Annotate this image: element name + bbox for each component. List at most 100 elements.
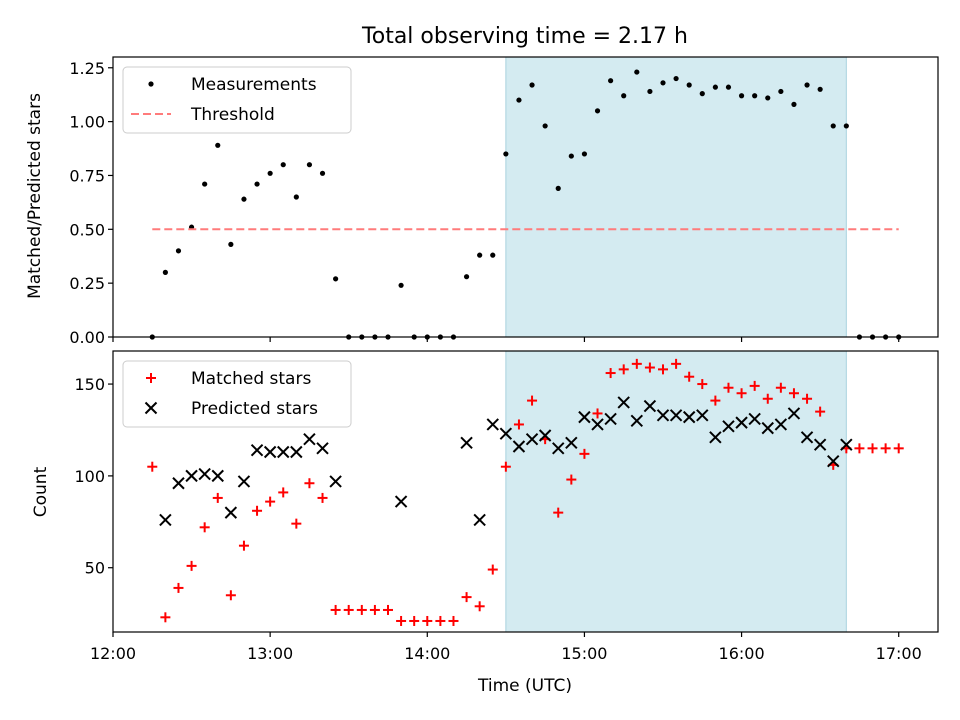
x-tick-label: 17:00 [876, 644, 922, 663]
predicted-stars-point [538, 429, 552, 442]
measurements-point [254, 181, 260, 187]
matched-stars-point [487, 564, 498, 575]
measurements-point [594, 108, 601, 114]
matched-stars-point [304, 478, 315, 489]
matched-stars-point [880, 443, 891, 454]
predicted-stars-point [774, 418, 788, 431]
matched-stars-point [448, 615, 459, 626]
matched-stars-point [592, 408, 603, 419]
top-legend: Measurements Threshold [122, 66, 352, 134]
predicted-stars-point [604, 412, 617, 426]
matched-stars-point [736, 388, 747, 399]
matched-stars-point [775, 382, 786, 393]
measurements-point [241, 196, 247, 202]
predicted-stars-point [172, 477, 185, 490]
measurements-point [333, 276, 339, 282]
predicted-stars-point [682, 410, 696, 424]
measurements-point [555, 185, 561, 191]
matched-stars-point [815, 406, 826, 417]
measurements-point [490, 252, 496, 258]
predicted-stars-point [460, 436, 473, 450]
y-tick-label: 1.00 [69, 113, 105, 132]
predicted-stars-point [630, 414, 644, 427]
legend-label: Measurements [191, 75, 317, 95]
predicted-stars-point [565, 436, 578, 450]
x-tick-label: 13:00 [247, 644, 293, 663]
x-tick-label: 16:00 [719, 644, 765, 663]
measurements-point [791, 101, 797, 107]
predicted-stars-point [578, 410, 591, 424]
matched-stars-point [723, 382, 734, 393]
matched-stars-point [658, 364, 668, 375]
measurements-point [398, 282, 404, 288]
matched-stars-point [461, 592, 472, 603]
matched-stars-point [500, 461, 511, 472]
predicted-stars-point [552, 442, 565, 455]
matched-stars-point [893, 443, 904, 454]
legend-marker [144, 401, 158, 415]
matched-stars-point [199, 522, 210, 533]
matched-stars-point [631, 358, 642, 369]
chart-title: Total observing time = 2.17 h [361, 24, 688, 49]
measurements-point [647, 88, 653, 95]
matched-stars-point [854, 443, 865, 454]
measurements-point [699, 91, 705, 97]
predicted-stars-point [394, 495, 408, 508]
measurements-point [529, 82, 535, 88]
measurements-point [202, 181, 208, 187]
measurements-point [660, 80, 666, 86]
predicted-stars-point [224, 506, 238, 519]
measurements-point [267, 170, 273, 176]
predicted-stars-point [735, 416, 748, 429]
matched-stars-point [802, 393, 813, 404]
measurements-point [215, 142, 221, 148]
matched-stars-point [278, 487, 289, 498]
measurements-point [175, 248, 182, 254]
matched-stars-point [212, 492, 223, 503]
measurements-point [765, 95, 771, 101]
measurements-point [608, 78, 614, 84]
measurements-point [477, 252, 483, 258]
predicted-stars-point [748, 412, 761, 426]
matched-stars-point [566, 474, 577, 485]
measurements-point [581, 151, 588, 157]
predicted-stars-point [669, 409, 683, 422]
bottom-legend: Matched stars Predicted stars [122, 360, 352, 428]
predicted-stars-point [525, 432, 539, 446]
predicted-stars-point [761, 421, 774, 435]
predicted-stars-point [277, 445, 290, 459]
predicted-stars-point [473, 513, 486, 527]
matched-stars-point [527, 395, 538, 406]
matched-stars-point [252, 505, 263, 516]
matched-stars-point [579, 448, 590, 459]
measurements-point [843, 123, 849, 129]
y-tick-label: 100 [74, 467, 105, 486]
legend-label: Threshold [190, 105, 275, 125]
matched-stars-point [356, 604, 367, 615]
matched-stars-point [409, 615, 420, 626]
x-tick-label: 14:00 [404, 644, 450, 663]
axes-frame [112, 350, 939, 633]
matched-stars-point [343, 604, 354, 615]
legend-box [122, 66, 352, 134]
predicted-stars-point [656, 409, 670, 422]
predicted-stars-point [787, 407, 801, 420]
matched-stars-point [762, 393, 773, 404]
matched-stars-point [671, 358, 682, 369]
measurements-point [319, 170, 326, 176]
predicted-stars-point [813, 438, 827, 451]
predicted-stars-point [303, 432, 316, 446]
legend-marker [146, 373, 156, 383]
matched-stars-point [474, 601, 485, 612]
measurements-point [306, 162, 313, 168]
y-tick-label: 1.25 [69, 59, 105, 78]
measurements-point [634, 69, 640, 75]
matched-stars-point [422, 615, 433, 626]
y-tick-label: 0.25 [69, 274, 105, 293]
observing-interval-shade [505, 56, 847, 338]
matched-stars-point [238, 540, 249, 551]
measurements-point [778, 88, 784, 95]
matched-stars-point [867, 443, 878, 454]
matched-stars-point [160, 612, 171, 623]
bottom-panel: 50 100 150 12:00 13:00 14:00 15:00 16:00 17:00 C… [31, 350, 939, 696]
